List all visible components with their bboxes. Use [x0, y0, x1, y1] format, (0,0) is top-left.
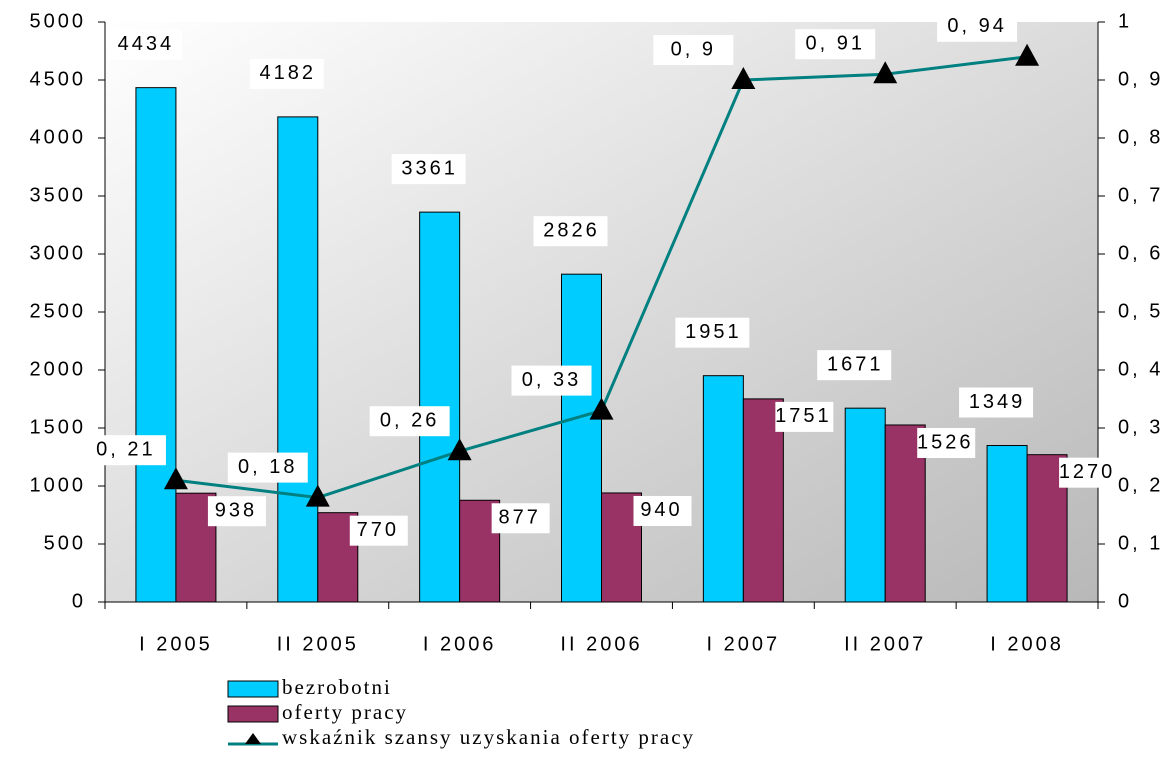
y-tick-label: 1000	[30, 474, 87, 496]
legend-label: oferty pracy	[282, 700, 408, 724]
data-label: 4434	[118, 33, 175, 55]
marker	[447, 438, 472, 461]
y2-tick-label: 0, 5	[1118, 300, 1163, 322]
data-label: 938	[215, 499, 257, 521]
marker	[305, 484, 330, 507]
y-tick-label: 500	[44, 532, 86, 554]
data-label: 0, 91	[805, 32, 864, 54]
data-label: 1526	[917, 431, 974, 453]
data-label: 2826	[543, 219, 600, 241]
legend-label: bezrobotni	[282, 675, 392, 699]
y-tick-label: 1500	[30, 416, 87, 438]
label-bg	[491, 503, 550, 534]
x-tick-label: I 2006	[423, 633, 497, 655]
y2-tick-label: 1	[1118, 10, 1132, 32]
y-tick-label: 5000	[30, 10, 87, 32]
data-label: 0, 9	[671, 38, 716, 60]
x-tick-label: II 2007	[844, 633, 926, 655]
legend-label: wskaźnik szansy uzyskania oferty pracy	[282, 725, 695, 749]
bar	[135, 87, 177, 603]
label-bg	[249, 58, 324, 89]
data-label: 1751	[775, 405, 832, 427]
data-label: 877	[498, 507, 540, 529]
label-bg	[349, 515, 408, 546]
label-bg	[775, 401, 834, 432]
bar	[844, 407, 886, 603]
y2-tick-label: 0, 3	[1118, 416, 1163, 438]
label-bg	[653, 35, 734, 65]
y2-tick-label: 0, 2	[1118, 474, 1163, 496]
label-bg	[959, 387, 1034, 418]
y2-tick-label: 0, 7	[1118, 184, 1163, 206]
data-label: 0, 33	[522, 369, 581, 391]
x-tick-label: I 2007	[707, 633, 781, 655]
bar	[561, 273, 602, 603]
label-bg	[1059, 457, 1118, 488]
data-label: 1951	[685, 321, 742, 343]
y-tick-label: 3000	[30, 242, 87, 264]
y2-tick-label: 0, 4	[1118, 358, 1163, 380]
data-label: 770	[357, 519, 399, 541]
y2-tick-label: 0, 9	[1118, 68, 1163, 90]
label-bg	[207, 496, 266, 527]
marker	[873, 61, 898, 84]
y2-tick-label: 0, 8	[1118, 126, 1163, 148]
label-bg	[937, 11, 1018, 42]
y-tick-label: 4000	[30, 126, 87, 148]
y-tick-label: 4500	[30, 68, 87, 90]
marker	[589, 397, 614, 420]
label-bg	[107, 29, 182, 60]
label-bg	[227, 452, 308, 483]
label-bg	[817, 350, 892, 381]
legend-marker	[245, 733, 261, 744]
label-bg	[917, 427, 976, 458]
y2-tick-label: 0	[1118, 590, 1132, 612]
y-tick-label: 3500	[30, 184, 87, 206]
label-bg	[85, 435, 166, 466]
data-label: 0, 18	[238, 456, 297, 478]
x-tick-label: I 2008	[990, 633, 1064, 655]
data-label: 4182	[260, 62, 317, 84]
data-label: 3361	[401, 157, 458, 179]
y2-tick-label: 0, 1	[1118, 532, 1163, 554]
y-tick-label: 2500	[30, 300, 87, 322]
label-bg	[369, 406, 450, 437]
marker	[731, 67, 756, 89]
legend-swatch	[227, 705, 279, 723]
y-tick-label: 0	[72, 590, 86, 612]
data-label: 0, 94	[947, 15, 1006, 37]
data-label: 940	[640, 499, 682, 521]
label-bg	[633, 495, 692, 526]
bar	[601, 492, 642, 603]
data-label: 1349	[969, 391, 1026, 413]
bar	[742, 398, 784, 603]
x-tick-label: I 2005	[139, 633, 213, 655]
data-label: 0, 21	[96, 438, 155, 460]
x-tick-label: II 2006	[560, 633, 642, 655]
label-bg	[511, 365, 592, 396]
marker	[163, 467, 188, 490]
label-bg	[795, 29, 876, 60]
data-label: 0, 26	[380, 409, 439, 431]
x-tick-label: II 2005	[277, 633, 359, 655]
data-label: 1671	[827, 353, 884, 375]
data-label: 1270	[1059, 461, 1116, 483]
legend-swatch	[227, 680, 279, 698]
label-bg	[533, 216, 608, 247]
bar	[702, 375, 744, 603]
y2-tick-label: 0, 6	[1118, 242, 1163, 264]
label-bg	[675, 317, 750, 348]
label-bg	[391, 154, 466, 185]
marker	[1015, 43, 1040, 66]
bar	[986, 445, 1028, 603]
bar	[277, 116, 319, 603]
y-tick-label: 2000	[30, 358, 87, 380]
